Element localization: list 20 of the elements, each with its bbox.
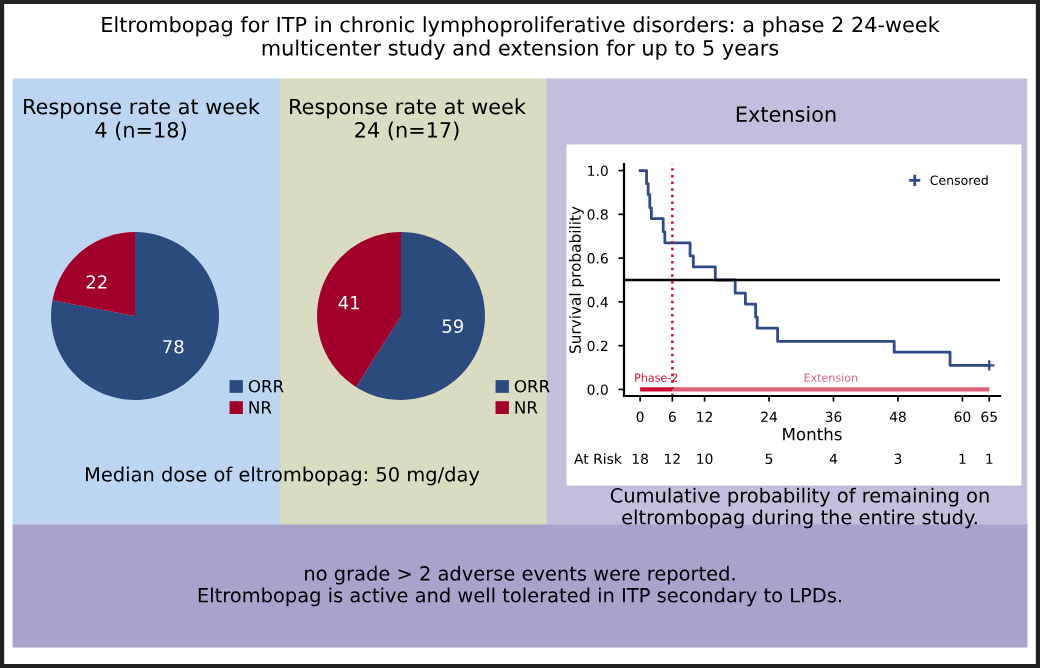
data-label: 59	[442, 319, 464, 333]
legend-label: ORR	[514, 379, 550, 393]
legend-label: NR	[515, 401, 538, 414]
data-label: 22	[86, 275, 107, 289]
chart-title: Response rate at week 24 (n=17)	[290, 98, 526, 141]
pie-slice	[317, 232, 401, 387]
data-label: 41	[338, 296, 359, 310]
text: Median dose of eltrombopag: 50 mg/day	[85, 466, 480, 486]
data-label: 78	[163, 339, 184, 354]
text: Cumulative probability of remaining on eltrombopag during the entire study.	[610, 487, 989, 529]
text: no grade > 2 adverse events were reported. Eltrombopag is active and well tolerated in ITP secondary to LPDs.	[198, 565, 841, 607]
chart-title: Extension	[736, 105, 836, 123]
chart-title: Response rate at week 4 (n=18)	[24, 98, 260, 141]
pie-slice	[51, 232, 219, 400]
x-axis-title: Months	[783, 427, 842, 441]
legend-label: NR	[249, 401, 272, 414]
legend-label: ORR	[248, 379, 284, 393]
text: Eltrombopag for ITP in chronic lymphoproliferative disorders: a phase 2 24-week multicenter study and extension for up to 5 years	[102, 16, 940, 60]
pie-slice	[52, 232, 135, 316]
pie-slice	[355, 232, 485, 400]
